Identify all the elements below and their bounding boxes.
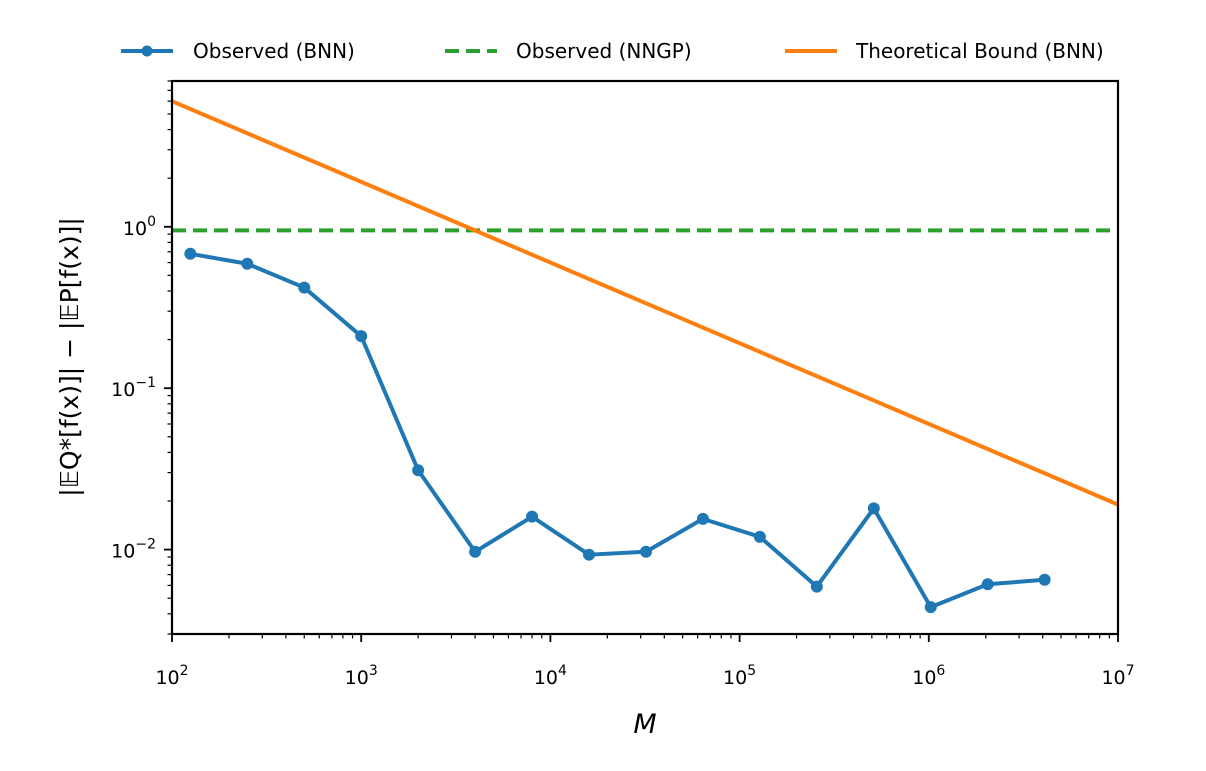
data-point — [639, 545, 652, 558]
data-point — [753, 530, 766, 543]
series-line-2 — [172, 99, 1118, 507]
y-tick-label: 100 — [123, 214, 156, 240]
data-point — [469, 545, 482, 558]
legend-entry-bound: Theoretical Bound (BNN) — [785, 39, 1104, 63]
data-point — [696, 512, 709, 525]
data-point — [924, 601, 937, 614]
series-line-0 — [189, 251, 1045, 610]
data-point — [1038, 573, 1051, 586]
legend-label-nngp: Observed (NNGP) — [516, 39, 692, 63]
x-axis-label: M — [633, 709, 656, 740]
data-point — [241, 257, 254, 270]
data-point — [810, 580, 823, 593]
x-tick-label: 105 — [723, 663, 756, 689]
legend-label-bound: Theoretical Bound (BNN) — [855, 39, 1104, 63]
y-axis-label: |𝔼Q*[f(x)]| − |𝔼P[f(x)]| — [55, 217, 84, 496]
ticks-layer: 102 103 104 105 106 107 100 10−1 10−2 — [111, 80, 1135, 689]
x-tick-label: 104 — [534, 663, 567, 689]
legend-entry-nngp: Observed (NNGP) — [445, 39, 692, 63]
data-point — [526, 510, 539, 523]
plot-frame — [170, 79, 1120, 636]
x-tick-label: 107 — [1101, 663, 1134, 689]
legend-label-bnn: Observed (BNN) — [193, 39, 355, 63]
x-tick-label: 106 — [912, 663, 945, 689]
x-tick-label: 102 — [155, 663, 188, 689]
y-tick-label: 10−2 — [111, 537, 156, 563]
data-point — [355, 330, 368, 343]
data-point — [583, 548, 596, 561]
y-tick-label: 10−1 — [111, 375, 156, 401]
data-point — [298, 281, 311, 294]
legend-entry-bnn: Observed (BNN) — [121, 39, 355, 63]
series-layer — [172, 99, 1118, 614]
legend-marker-bnn — [141, 45, 153, 57]
x-tick-label: 103 — [345, 663, 378, 689]
data-point — [867, 502, 880, 515]
data-point — [184, 247, 197, 260]
data-point — [412, 464, 425, 477]
data-point — [981, 578, 994, 591]
legend: Observed (BNN) Observed (NNGP) Theoretic… — [121, 39, 1104, 63]
